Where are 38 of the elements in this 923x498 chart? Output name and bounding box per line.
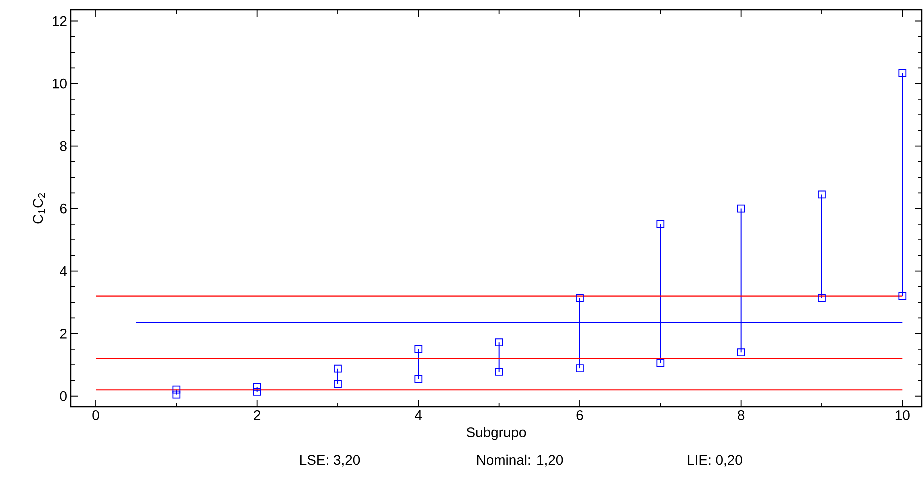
point	[172, 390, 181, 399]
x-tick-label: 10	[896, 410, 910, 420]
point	[656, 359, 665, 368]
point	[898, 69, 907, 78]
text: LIE: 0,20	[688, 455, 742, 467]
point	[818, 294, 826, 302]
point	[818, 190, 826, 199]
x-tick-label: 6	[576, 410, 584, 420]
y-tick-label: 2	[60, 328, 67, 339]
text: Nominal: 1,20	[477, 454, 564, 467]
point	[656, 220, 665, 228]
point	[898, 292, 907, 300]
y-tick-label: 10	[53, 78, 67, 89]
point	[737, 348, 746, 357]
x-tick-label: 2	[254, 410, 261, 420]
point	[414, 346, 423, 354]
x-tick-label: 4	[415, 410, 422, 420]
text: LSE: 3,20	[300, 455, 360, 467]
point	[172, 386, 181, 394]
y-tick-label: 8	[60, 141, 67, 152]
point	[495, 368, 504, 376]
y-axis-title: C$_{1}$C$_{2}$	[33, 193, 46, 224]
point	[334, 380, 342, 388]
x-tick-label: 8	[738, 410, 745, 420]
y-tick-label: 4	[60, 266, 68, 276]
point	[253, 388, 262, 396]
point	[414, 375, 423, 384]
point	[334, 364, 342, 373]
point	[737, 204, 746, 213]
y-tick-label: 6	[60, 204, 67, 214]
point	[576, 364, 584, 372]
point	[576, 294, 584, 302]
y-tick-label: 12	[53, 16, 67, 26]
x-axis-title: Subgrupo	[466, 427, 526, 440]
y-tick-label: 0	[60, 391, 67, 402]
point	[253, 383, 262, 391]
point	[495, 338, 504, 347]
x-tick-label: 0	[92, 410, 100, 420]
